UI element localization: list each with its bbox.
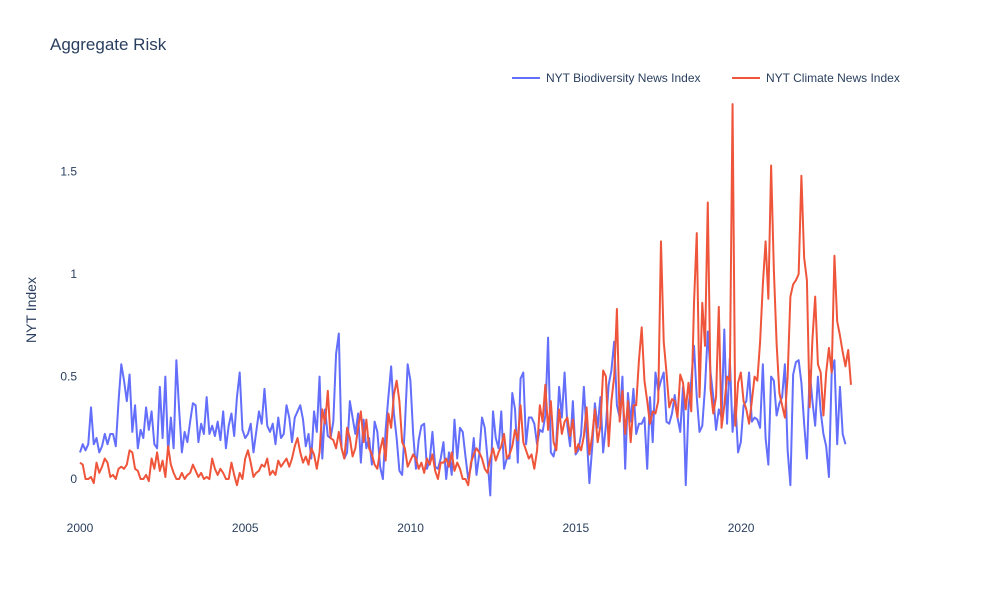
y-tick-label: 0.5 — [60, 370, 77, 384]
x-tick-label: 2020 — [728, 521, 755, 535]
x-tick-label: 2010 — [397, 521, 424, 535]
chart-title: Aggregate Risk — [50, 35, 167, 54]
x-tick-label: 2000 — [67, 521, 94, 535]
series-line-climate — [79, 103, 852, 487]
plot-area — [79, 103, 852, 497]
legend-label: NYT Climate News Index — [766, 71, 900, 85]
legend: NYT Biodiversity News Index NYT Climate N… — [512, 71, 900, 85]
x-axis-ticks: 2000 2005 2010 2015 2020 — [67, 521, 755, 535]
series-line-biodiversity — [79, 328, 847, 497]
y-axis-ticks: 0 0.5 1 1.5 — [60, 165, 77, 486]
y-tick-label: 0 — [70, 472, 77, 486]
y-tick-label: 1 — [70, 267, 77, 281]
x-tick-label: 2015 — [562, 521, 589, 535]
x-tick-label: 2005 — [232, 521, 259, 535]
legend-label: NYT Biodiversity News Index — [546, 71, 701, 85]
y-axis-label: NYT Index — [23, 277, 39, 343]
y-tick-label: 1.5 — [60, 165, 77, 179]
